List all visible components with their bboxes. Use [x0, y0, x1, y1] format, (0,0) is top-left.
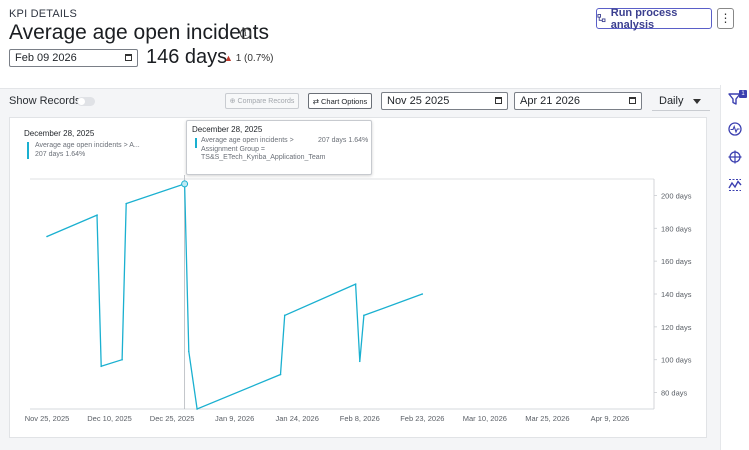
- x-tick-label: Dec 25, 2025: [150, 414, 195, 423]
- period-value: Daily: [659, 95, 684, 107]
- series-point[interactable]: [421, 293, 424, 295]
- compare-records-label: Compare Records: [237, 97, 295, 105]
- tooltip-value: 207 days 1.64%: [318, 137, 369, 144]
- filter-count-badge: 1: [739, 90, 747, 98]
- run-process-analysis-label: Run process analysis: [610, 6, 678, 31]
- compare-records-button[interactable]: ⊕ Compare Records: [225, 93, 299, 109]
- run-process-analysis-button[interactable]: Run process analysis: [596, 6, 712, 31]
- kpi-delta: ▲ 1 (0.7%): [224, 53, 274, 64]
- page-title: Average age open incidents: [9, 21, 269, 44]
- kpi-details-label: KPI DETAILS: [9, 8, 78, 20]
- period-select[interactable]: Daily: [652, 91, 710, 111]
- chart-tooltip: December 28, 2025 Average age open incid…: [186, 120, 372, 175]
- legend-color-swatch: [27, 142, 29, 159]
- series-line[interactable]: [46, 183, 423, 410]
- x-tick-label: Apr 9, 2026: [591, 414, 630, 423]
- info-icon[interactable]: i: [240, 28, 251, 39]
- x-tick-label: Feb 23, 2026: [400, 414, 444, 423]
- y-tick-label: 160 days: [661, 257, 692, 266]
- swap-icon: ⇄: [312, 96, 319, 106]
- series-point[interactable]: [121, 358, 123, 361]
- y-tick-label: 120 days: [661, 323, 692, 332]
- series-point[interactable]: [196, 408, 198, 410]
- toggle-knob: [78, 98, 85, 105]
- kpi-date-field[interactable]: Feb 09 2026: [9, 49, 138, 67]
- y-tick-label: 180 days: [661, 224, 692, 233]
- show-records-toggle[interactable]: [77, 97, 95, 106]
- x-tick-label: Feb 8, 2026: [340, 414, 380, 423]
- activity-icon[interactable]: [728, 122, 742, 136]
- legend-date: December 28, 2025: [24, 129, 95, 138]
- hover-point[interactable]: [181, 180, 189, 188]
- x-tick-label: Mar 25, 2026: [525, 414, 569, 423]
- x-tick-label: Nov 25, 2025: [25, 414, 70, 423]
- kpi-value: 146 days: [146, 46, 228, 68]
- kpi-date-value: Feb 09 2026: [15, 52, 77, 64]
- caret-down-icon: [693, 99, 701, 104]
- end-date-field[interactable]: Apr 21 2026: [514, 92, 642, 110]
- process-icon: [597, 14, 606, 23]
- calendar-icon[interactable]: [629, 97, 636, 104]
- y-tick-label: 200 days: [661, 191, 692, 200]
- series-point[interactable]: [46, 235, 48, 238]
- chart-options-label: Chart Options: [321, 96, 368, 106]
- series-point[interactable]: [96, 214, 98, 216]
- x-tick-label: Dec 10, 2025: [87, 414, 132, 423]
- kpi-delta-text: 1 (0.7%): [235, 53, 274, 64]
- legend-series-value: 207 days 1.64%: [35, 151, 86, 158]
- series-point[interactable]: [100, 365, 103, 368]
- add-circle-icon: ⊕: [229, 98, 236, 105]
- calendar-icon[interactable]: [495, 97, 502, 104]
- forecast-icon[interactable]: [728, 178, 742, 192]
- start-date-field[interactable]: Nov 25 2025: [381, 92, 508, 110]
- x-tick-label: Jan 24, 2026: [276, 414, 319, 423]
- tooltip-date: December 28, 2025: [192, 125, 263, 134]
- end-date-value: Apr 21 2026: [520, 95, 580, 107]
- series-point[interactable]: [363, 314, 365, 317]
- series-point[interactable]: [283, 314, 286, 317]
- series-point[interactable]: [358, 360, 361, 363]
- y-tick-label: 80 days: [661, 389, 688, 398]
- x-tick-label: Mar 10, 2026: [463, 414, 507, 423]
- more-vertical-icon: ⋮: [719, 11, 732, 25]
- tooltip-series-text: Average age open incidents > Assignment …: [201, 137, 326, 161]
- trend-up-icon: ▲: [224, 53, 233, 63]
- legend-series-label[interactable]: Average age open incidents > A...: [35, 142, 140, 149]
- chart-options-button[interactable]: ⇄ Chart Options: [308, 93, 372, 109]
- y-tick-label: 140 days: [661, 290, 692, 299]
- right-rail: [720, 85, 749, 450]
- x-tick-label: Jan 9, 2026: [215, 414, 254, 423]
- tooltip-color-swatch: [195, 138, 197, 148]
- series-point[interactable]: [187, 350, 190, 353]
- start-date-value: Nov 25 2025: [387, 95, 450, 107]
- series-point[interactable]: [279, 373, 282, 376]
- more-options-button[interactable]: ⋮: [717, 8, 734, 29]
- series-point[interactable]: [125, 202, 128, 205]
- y-tick-label: 100 days: [661, 356, 692, 365]
- calendar-icon[interactable]: [125, 54, 132, 61]
- crosshair-icon[interactable]: [728, 150, 742, 164]
- series-point[interactable]: [354, 283, 357, 285]
- show-records-label: Show Records: [9, 95, 81, 107]
